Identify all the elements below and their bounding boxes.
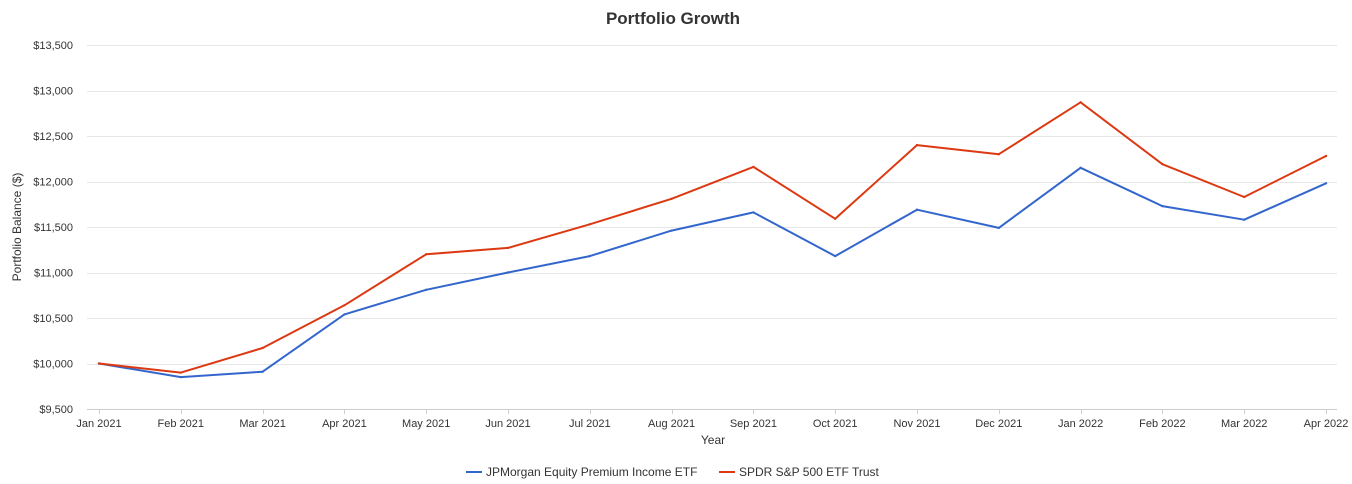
- data-point[interactable]: [1161, 163, 1164, 166]
- x-tick-label: Mar 2021: [239, 418, 285, 430]
- x-tick-label: Apr 2022: [1304, 418, 1349, 430]
- data-point[interactable]: [588, 223, 591, 226]
- y-tick-label: $12,500: [33, 131, 73, 143]
- x-tick-label: Dec 2021: [975, 418, 1022, 430]
- data-point[interactable]: [997, 153, 1000, 156]
- data-point[interactable]: [1324, 182, 1328, 185]
- series-line-1: [98, 166, 1327, 379]
- data-point[interactable]: [997, 226, 1000, 230]
- data-point[interactable]: [1243, 195, 1246, 199]
- data-point[interactable]: [343, 304, 346, 307]
- data-point[interactable]: [1079, 101, 1082, 104]
- data-point[interactable]: [752, 165, 755, 169]
- y-tick-label: $9,500: [39, 404, 73, 416]
- data-point[interactable]: [588, 254, 591, 258]
- gridlines: [87, 45, 1337, 410]
- data-point[interactable]: [915, 143, 919, 147]
- x-tick-label: May 2021: [402, 418, 450, 430]
- legend-item[interactable]: JPMorgan Equity Premium Income ETF: [466, 465, 697, 479]
- data-point[interactable]: [506, 271, 510, 274]
- data-point[interactable]: [425, 253, 428, 256]
- data-point[interactable]: [1161, 204, 1164, 208]
- data-point[interactable]: [179, 375, 182, 379]
- legend-item[interactable]: SPDR S&P 500 ETF Trust: [719, 465, 879, 479]
- x-tick-label: Feb 2022: [1139, 418, 1185, 430]
- y-tick-label: $11,000: [34, 268, 73, 280]
- data-point[interactable]: [97, 362, 101, 365]
- series-lines: [97, 101, 1328, 379]
- data-point[interactable]: [834, 217, 837, 220]
- y-tick-label: $11,500: [34, 222, 73, 234]
- x-tick-label: Nov 2021: [893, 418, 940, 430]
- y-axis-label: Portfolio Balance ($): [10, 173, 24, 282]
- data-point[interactable]: [915, 208, 919, 211]
- chart-title: Portfolio Growth: [606, 9, 740, 28]
- data-point[interactable]: [261, 346, 264, 350]
- data-point[interactable]: [670, 197, 673, 200]
- y-tick-label: $10,500: [33, 313, 73, 325]
- y-tick-label: $13,000: [33, 86, 73, 98]
- x-tick-label: Aug 2021: [648, 418, 695, 430]
- legend-label: JPMorgan Equity Premium Income ETF: [486, 465, 697, 479]
- y-tick-label: $12,000: [33, 177, 73, 189]
- y-axis-ticks: $9,500 $10,000 $10,500 $11,000 $11,500 $12,00…: [33, 40, 73, 416]
- x-tick-label: Jan 2021: [76, 418, 121, 430]
- data-point[interactable]: [670, 229, 673, 232]
- x-tick-label: Jul 2021: [569, 418, 611, 430]
- x-tick-label: Jun 2021: [485, 418, 530, 430]
- x-axis-ticks: Jan 2021 Feb 2021 Mar 2021 Apr 2021 May 2021…: [76, 409, 1348, 430]
- data-point[interactable]: [343, 313, 346, 316]
- x-tick-label: Oct 2021: [813, 418, 858, 430]
- data-point[interactable]: [752, 211, 755, 214]
- x-tick-label: Apr 2021: [322, 418, 367, 430]
- data-point[interactable]: [261, 370, 264, 373]
- x-tick-label: Sep 2021: [730, 418, 777, 430]
- x-tick-label: Feb 2021: [158, 418, 204, 430]
- x-tick-label: Mar 2022: [1221, 418, 1267, 430]
- legend: JPMorgan Equity Premium Income ETF SPDR S…: [466, 465, 879, 479]
- y-tick-label: $10,000: [33, 359, 73, 371]
- legend-label: SPDR S&P 500 ETF Trust: [739, 465, 879, 479]
- x-axis-label: Year: [701, 433, 725, 447]
- data-point[interactable]: [1243, 218, 1246, 221]
- x-tick-label: Jan 2022: [1058, 418, 1103, 430]
- data-point[interactable]: [1079, 166, 1082, 169]
- data-point[interactable]: [179, 371, 182, 374]
- series-line-2: [98, 101, 1327, 374]
- data-point[interactable]: [425, 288, 428, 291]
- data-point[interactable]: [1324, 154, 1328, 158]
- y-tick-label: $13,500: [33, 40, 73, 52]
- data-point[interactable]: [834, 254, 837, 258]
- data-point[interactable]: [506, 246, 510, 250]
